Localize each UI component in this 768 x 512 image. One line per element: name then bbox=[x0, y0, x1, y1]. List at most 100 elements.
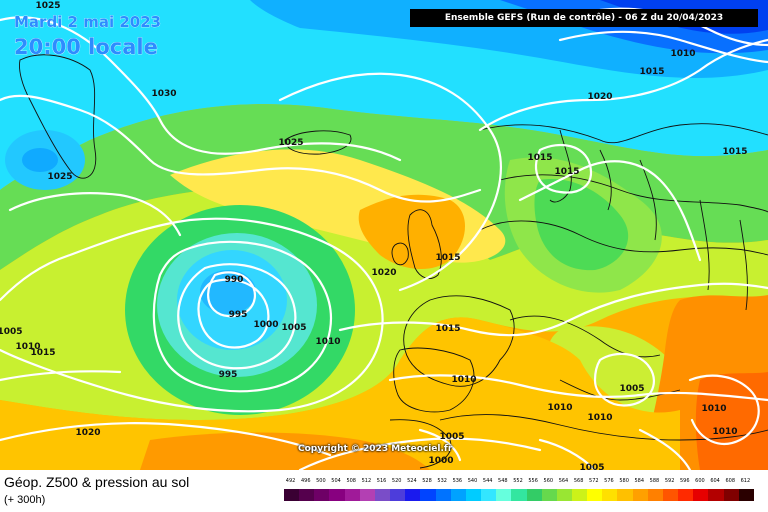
legend-value: 528 bbox=[422, 478, 432, 484]
legend-swatch bbox=[390, 489, 406, 501]
legend-swatch bbox=[314, 489, 330, 501]
legend-swatch bbox=[738, 489, 754, 501]
isobar-label: 995 bbox=[219, 370, 238, 380]
legend-swatch bbox=[481, 489, 497, 501]
isobar-label: 995 bbox=[229, 310, 248, 320]
isobar-label: 1020 bbox=[75, 428, 100, 438]
forecast-lead-time: (+ 300h) bbox=[4, 494, 46, 506]
legend-value: 520 bbox=[391, 478, 402, 484]
legend-value: 540 bbox=[467, 478, 478, 484]
coastlines bbox=[19, 54, 768, 469]
isobar-label: 990 bbox=[225, 275, 244, 285]
legend-swatch bbox=[465, 489, 482, 501]
geopotential-field bbox=[0, 0, 768, 470]
legend-value: 564 bbox=[558, 478, 569, 484]
legend-swatch bbox=[541, 489, 557, 501]
legend-value: 552 bbox=[513, 478, 523, 484]
legend-swatch bbox=[678, 489, 694, 501]
legend-swatch bbox=[587, 489, 603, 501]
legend-swatch bbox=[602, 489, 618, 501]
forecast-map: 1025 1030 1025 1025 1020 1015 1015 1010 … bbox=[0, 0, 768, 470]
legend-value: 612 bbox=[740, 478, 751, 484]
legend-swatch bbox=[359, 489, 375, 501]
chart-title: Géop. Z500 & pression au sol bbox=[4, 474, 190, 490]
legend-swatch bbox=[647, 489, 663, 501]
legend-value: 584 bbox=[634, 478, 645, 484]
legend-value: 532 bbox=[437, 478, 447, 484]
isobar-label: 1015 bbox=[639, 67, 664, 77]
legend-swatch bbox=[496, 489, 512, 501]
color-scale-legend bbox=[284, 489, 754, 501]
legend-swatch bbox=[450, 489, 466, 501]
legend-value: 496 bbox=[300, 478, 311, 484]
legend-swatch bbox=[329, 489, 345, 501]
isobar-label: 1020 bbox=[371, 268, 396, 278]
legend-swatch bbox=[662, 489, 679, 501]
legend-swatch bbox=[708, 489, 724, 501]
isobar-label: 1010 bbox=[451, 375, 476, 385]
isobar-label: 1000 bbox=[253, 320, 278, 330]
isobar-label: 1010 bbox=[315, 337, 340, 347]
legend-value: 536 bbox=[452, 478, 463, 484]
legend-swatch bbox=[723, 489, 739, 501]
legend-value: 560 bbox=[543, 478, 554, 484]
isobar-label: 1010 bbox=[670, 49, 695, 59]
legend-value: 576 bbox=[604, 478, 614, 484]
legend-value: 604 bbox=[710, 478, 720, 484]
run-header: Ensemble GEFS (Run de contrôle) - 06 Z d… bbox=[410, 9, 758, 27]
legend-value: 548 bbox=[498, 478, 508, 484]
isobar-label: 1010 bbox=[701, 404, 726, 414]
isobar-label: 1030 bbox=[151, 89, 176, 99]
isobar-label: 1005 bbox=[439, 432, 464, 442]
legend-swatch bbox=[344, 489, 360, 501]
legend-swatch bbox=[526, 489, 542, 501]
isobar-label: 1010 bbox=[587, 413, 612, 423]
legend-value: 608 bbox=[725, 478, 736, 484]
isobar-label: 1020 bbox=[587, 92, 612, 102]
isobar-label: 1015 bbox=[527, 153, 552, 163]
isobars bbox=[0, 7, 768, 470]
legend-value: 572 bbox=[589, 478, 599, 484]
isobar-label: 1015 bbox=[435, 253, 460, 263]
isobar-label: 1005 bbox=[619, 384, 644, 394]
legend-value: 600 bbox=[695, 478, 705, 484]
legend-value: 504 bbox=[331, 478, 341, 484]
legend-swatch bbox=[693, 489, 709, 501]
isobar-label: 1005 bbox=[579, 463, 604, 470]
isobar-label: 1005 bbox=[281, 323, 306, 333]
isobar-label: 1000 bbox=[428, 456, 453, 466]
copyright-notice: Copyright © 2023 Meteociel.fr bbox=[298, 444, 453, 454]
isobar-label: 1025 bbox=[35, 1, 60, 11]
legend-swatch bbox=[556, 489, 572, 501]
isobar-label: 1015 bbox=[435, 324, 460, 334]
isobar-label: 1010 bbox=[712, 427, 737, 437]
isobar-label: 1015 bbox=[722, 147, 747, 157]
legend-value: 556 bbox=[528, 478, 538, 484]
isobar-label: 1015 bbox=[554, 167, 579, 177]
isobar-label: 1025 bbox=[278, 138, 303, 148]
valid-time: 20:00 locale bbox=[14, 35, 158, 59]
legend-value: 544 bbox=[482, 478, 493, 484]
legend-swatch bbox=[420, 489, 436, 501]
legend-swatch bbox=[405, 489, 421, 501]
legend-swatch bbox=[571, 489, 588, 501]
footer: Géop. Z500 & pression au sol (+ 300h) 49… bbox=[0, 470, 768, 512]
legend-swatch bbox=[299, 489, 315, 501]
legend-swatch bbox=[435, 489, 451, 501]
isobar-labels: 1025 1030 1025 1025 1020 1015 1015 1010 … bbox=[0, 1, 748, 470]
isobar-label: 1010 bbox=[15, 342, 40, 352]
legend-value: 492 bbox=[285, 478, 296, 484]
isobar-label: 1025 bbox=[47, 172, 72, 182]
legend-swatch bbox=[374, 489, 391, 501]
legend-swatch bbox=[617, 489, 633, 501]
isobar-label: 1010 bbox=[547, 403, 572, 413]
legend-swatch bbox=[284, 489, 300, 501]
legend-value: 516 bbox=[376, 478, 387, 484]
legend-value: 580 bbox=[619, 478, 629, 484]
legend-value: 508 bbox=[346, 478, 356, 484]
legend-labels: 492 496 500 504 508 512 516 520 524 528 532 536 540 5… bbox=[284, 478, 754, 488]
legend-swatch bbox=[632, 489, 648, 501]
legend-value: 568 bbox=[573, 478, 584, 484]
legend-value: 592 bbox=[664, 478, 675, 484]
